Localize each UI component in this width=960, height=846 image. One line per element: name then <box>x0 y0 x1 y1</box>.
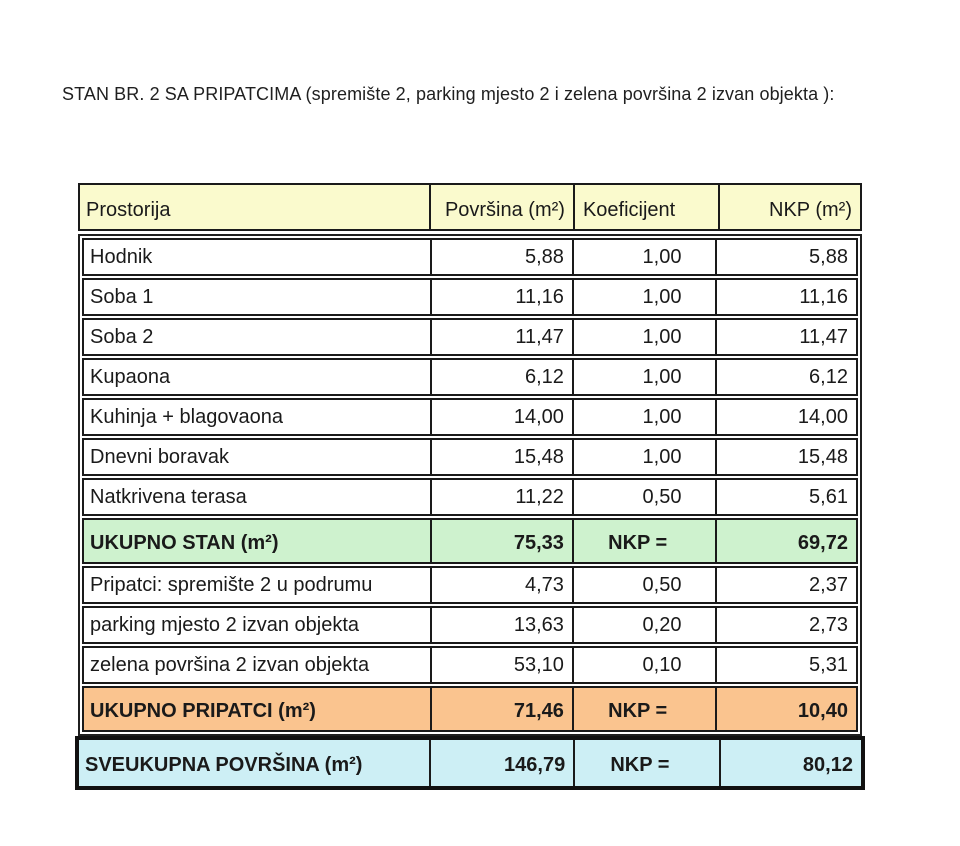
cell-coefficient: 1,00 <box>571 400 716 434</box>
cell-coefficient: 1,00 <box>571 240 716 274</box>
table-row-natkrivena-terasa: Natkrivena terasa 11,22 0,50 5,61 <box>82 478 858 516</box>
table-row-hodnik: Hodnik 5,88 1,00 5,88 <box>82 238 858 276</box>
cell-area: 11,47 <box>429 320 572 354</box>
cell-total-label: UKUPNO STAN (m²) <box>90 532 279 554</box>
cell-area: 6,12 <box>429 360 572 394</box>
cell-coefficient: 1,00 <box>571 440 716 474</box>
table-body: Hodnik 5,88 1,00 5,88 Soba 1 11,16 1,00 … <box>78 234 862 736</box>
column-header-prostorija: Prostorija <box>86 199 171 221</box>
column-header-povrsina: Površina (m²) <box>429 185 573 229</box>
table-row-parking: parking mjesto 2 izvan objekta 13,63 0,2… <box>82 606 858 644</box>
cell-grand-total-label: SVEUKUPNA POVRŠINA (m²) <box>85 754 363 776</box>
cell-grand-total-nkp: 80,12 <box>718 740 861 786</box>
column-header-nkp: NKP (m²) <box>718 185 860 229</box>
cell-total-label: UKUPNO PRIPATCI (m²) <box>90 700 316 722</box>
table-header-row: Prostorija Površina (m²) Koeficijent NKP… <box>78 183 862 231</box>
table-row-soba-1: Soba 1 11,16 1,00 11,16 <box>82 278 858 316</box>
cell-nkp: 11,47 <box>715 320 856 354</box>
cell-room-name: Pripatci: spremište 2 u podrumu <box>90 573 373 596</box>
cell-total-nkp: 10,40 <box>715 688 856 730</box>
cell-nkp: 5,61 <box>715 480 856 514</box>
cell-room-name: Kupaona <box>90 365 171 388</box>
table-row-spremiste: Pripatci: spremište 2 u podrumu 4,73 0,5… <box>82 566 858 604</box>
cell-area: 53,10 <box>429 648 572 682</box>
cell-room-name: Natkrivena terasa <box>90 485 247 508</box>
cell-nkp: 5,88 <box>715 240 856 274</box>
page-title: STAN BR. 2 SA PRIPATCIMA (spremište 2, p… <box>62 84 835 104</box>
cell-nkp-equals-label: NKP = <box>573 740 718 786</box>
cell-area: 11,22 <box>429 480 572 514</box>
cell-nkp: 2,73 <box>715 608 856 642</box>
cell-room-name: parking mjesto 2 izvan objekta <box>90 613 360 636</box>
table-row-kuhinja: Kuhinja + blagovaona 14,00 1,00 14,00 <box>82 398 858 436</box>
cell-nkp: 14,00 <box>715 400 856 434</box>
table-row-zelena-povrsina: zelena površina 2 izvan objekta 53,10 0,… <box>82 646 858 684</box>
cell-area: 15,48 <box>429 440 572 474</box>
cell-room-name: Dnevni boravak <box>90 445 229 468</box>
table-row-soba-2: Soba 2 11,47 1,00 11,47 <box>82 318 858 356</box>
cell-coefficient: 1,00 <box>571 360 716 394</box>
cell-area: 5,88 <box>429 240 572 274</box>
cell-area: 14,00 <box>429 400 572 434</box>
cell-area: 11,16 <box>429 280 572 314</box>
cell-total-nkp: 69,72 <box>715 520 856 562</box>
cell-coefficient: 0,10 <box>571 648 716 682</box>
column-header-koeficijent: Koeficijent <box>572 185 718 229</box>
cell-grand-total-area: 146,79 <box>429 740 573 786</box>
cell-room-name: Soba 1 <box>90 285 154 308</box>
cell-room-name: Hodnik <box>90 245 153 268</box>
cell-nkp: 11,16 <box>715 280 856 314</box>
cell-room-name: Soba 2 <box>90 325 154 348</box>
grand-total-row-sveukupna-povrsina: SVEUKUPNA POVRŠINA (m²) 146,79 NKP = 80,… <box>75 736 865 790</box>
cell-area: 13,63 <box>429 608 572 642</box>
cell-nkp: 5,31 <box>715 648 856 682</box>
cell-room-name: zelena površina 2 izvan objekta <box>90 653 370 676</box>
cell-area: 4,73 <box>429 568 572 602</box>
total-row-ukupno-pripatci: UKUPNO PRIPATCI (m²) 71,46 NKP = 10,40 <box>82 686 858 732</box>
area-calculation-table: Prostorija Površina (m²) Koeficijent NKP… <box>75 183 865 790</box>
cell-nkp: 2,37 <box>715 568 856 602</box>
table-row-dnevni-boravak: Dnevni boravak 15,48 1,00 15,48 <box>82 438 858 476</box>
cell-coefficient: 0,20 <box>571 608 716 642</box>
cell-nkp-equals-label: NKP = <box>571 520 716 562</box>
cell-coefficient: 0,50 <box>571 480 716 514</box>
cell-nkp-equals-label: NKP = <box>571 688 716 730</box>
cell-nkp: 6,12 <box>715 360 856 394</box>
cell-coefficient: 0,50 <box>571 568 716 602</box>
cell-total-area: 75,33 <box>429 520 572 562</box>
cell-coefficient: 1,00 <box>571 320 716 354</box>
cell-nkp: 15,48 <box>715 440 856 474</box>
table-row-kupaona: Kupaona 6,12 1,00 6,12 <box>82 358 858 396</box>
cell-total-area: 71,46 <box>429 688 572 730</box>
cell-room-name: Kuhinja + blagovaona <box>90 405 283 428</box>
cell-coefficient: 1,00 <box>571 280 716 314</box>
total-row-ukupno-stan: UKUPNO STAN (m²) 75,33 NKP = 69,72 <box>82 518 858 564</box>
